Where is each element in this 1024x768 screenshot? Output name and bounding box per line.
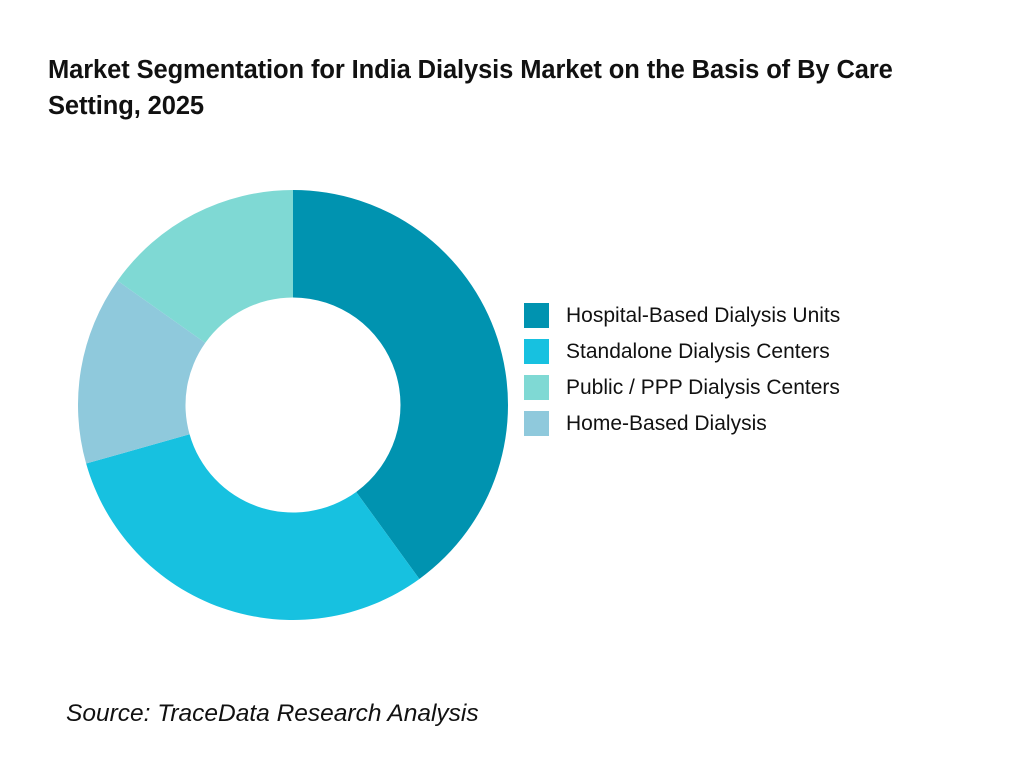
source-note: Source: TraceData Research Analysis — [66, 700, 479, 727]
legend-item[interactable]: Public / PPP Dialysis Centers — [524, 374, 840, 400]
page-title: Market Segmentation for India Dialysis M… — [48, 56, 893, 121]
donut-chart-svg — [78, 190, 508, 620]
legend-item[interactable]: Home-Based Dialysis — [524, 410, 840, 436]
legend-item-label: Public / PPP Dialysis Centers — [566, 375, 840, 399]
legend-item-label: Home-Based Dialysis — [566, 411, 767, 435]
donut-slice-group — [78, 190, 508, 620]
legend-color-swatch — [524, 302, 549, 328]
legend-color-swatch — [524, 338, 549, 364]
legend-item[interactable]: Hospital-Based Dialysis Units — [524, 302, 841, 328]
donut-slice[interactable] — [86, 434, 420, 620]
donut-slice[interactable] — [78, 280, 206, 464]
legend-item-label: Hospital-Based Dialysis Units — [566, 303, 841, 327]
donut-slice[interactable] — [293, 190, 508, 579]
donut-slice[interactable] — [117, 190, 293, 343]
legend-item[interactable]: Standalone Dialysis Centers — [524, 338, 840, 364]
legend-item-label: Standalone Dialysis Centers — [566, 339, 830, 363]
chart-legend: Hospital-Based Dialysis Units Standalone … — [524, 302, 841, 436]
legend-color-swatch — [524, 374, 549, 400]
donut-chart — [78, 190, 508, 620]
legend-color-swatch — [524, 410, 549, 436]
